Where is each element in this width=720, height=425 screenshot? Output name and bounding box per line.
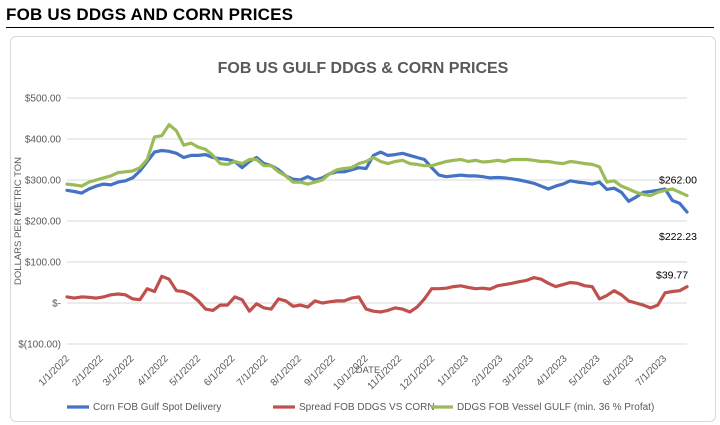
- x-tick-label: 3/1/2022: [101, 353, 137, 389]
- x-tick-label: 5/1/2022: [168, 353, 204, 389]
- y-tick-label: $200.00: [25, 217, 62, 228]
- x-tick-label: 1/1/2022: [37, 353, 73, 389]
- x-tick-label: 4/1/2023: [534, 353, 570, 389]
- price-chart: FOB US GULF DDGS & CORN PRICES $500.00 $4…: [13, 60, 697, 413]
- legend-label: Spread FOB DDGS VS CORN: [299, 402, 435, 413]
- series-line: [65, 148, 689, 214]
- x-tick-label: 2/1/2023: [470, 353, 506, 389]
- x-tick-label: 12/1/2022: [398, 353, 438, 393]
- x-tick-label: 4/1/2022: [136, 353, 172, 389]
- end-value-labels: $222.23 $39.77 $262.00: [656, 175, 697, 282]
- series-line: [65, 274, 689, 314]
- y-tick-label: $(100.00): [18, 340, 61, 351]
- series-line: [65, 122, 689, 198]
- chart-frame: FOB US GULF DDGS & CORN PRICES $500.00 $4…: [10, 36, 716, 422]
- chart-title: FOB US GULF DDGS & CORN PRICES: [218, 60, 509, 77]
- y-tick-label: $-: [52, 299, 61, 310]
- heading-rule: [6, 27, 714, 28]
- x-tick-label: 3/1/2023: [501, 353, 537, 389]
- end-value-label: $262.00: [659, 175, 697, 187]
- x-tick-label: 8/1/2022: [269, 353, 305, 389]
- y-tick-label: $100.00: [25, 258, 62, 269]
- x-tick-label: 6/1/2022: [202, 353, 238, 389]
- legend-label: Corn FOB Gulf Spot Delivery: [93, 402, 221, 413]
- end-value-label: $222.23: [659, 231, 697, 243]
- y-tick-label: $500.00: [25, 94, 62, 105]
- page-heading: FOB US DDGS AND CORN PRICES: [6, 5, 294, 24]
- x-tick-label: 1/1/2023: [436, 353, 472, 389]
- y-tick-label: $300.00: [25, 176, 62, 187]
- series-lines: [65, 122, 689, 314]
- x-tick-label: 7/1/2022: [235, 353, 271, 389]
- legend: Corn FOB Gulf Spot Delivery Spread FOB DD…: [67, 402, 654, 413]
- y-axis-label: DOLLARS PER METRIC TON: [13, 157, 24, 285]
- y-tick-label: $400.00: [25, 135, 62, 146]
- end-value-label: $39.77: [656, 270, 688, 282]
- x-axis-label: DATE: [356, 365, 381, 376]
- y-axis-ticks: $500.00 $400.00 $300.00 $200.00 $100.00 $- $(1…: [18, 94, 61, 351]
- legend-label: DDGS FOB Vessel GULF (min. 36 % Profat): [457, 402, 654, 413]
- page-header: FOB US DDGS AND CORN PRICES: [6, 2, 714, 28]
- x-tick-label: 2/1/2022: [70, 353, 106, 389]
- x-tick-label: 5/1/2023: [567, 353, 603, 389]
- x-tick-label: 6/1/2023: [601, 353, 637, 389]
- x-tick-label: 7/1/2023: [634, 353, 670, 389]
- gridlines: [67, 97, 687, 345]
